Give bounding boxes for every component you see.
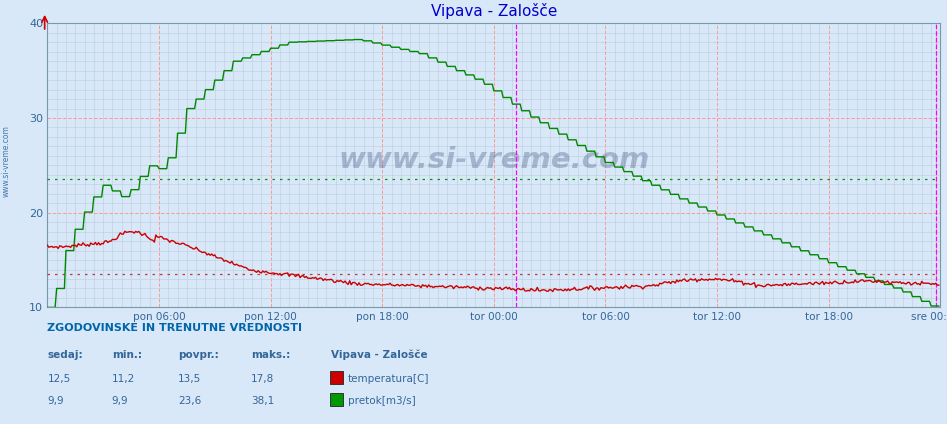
Text: 38,1: 38,1 — [251, 396, 275, 406]
Text: www.si-vreme.com: www.si-vreme.com — [338, 146, 650, 174]
Text: 13,5: 13,5 — [178, 374, 202, 384]
Text: maks.:: maks.: — [251, 350, 290, 360]
Text: pretok[m3/s]: pretok[m3/s] — [348, 396, 416, 406]
Text: temperatura[C]: temperatura[C] — [348, 374, 429, 384]
Text: 9,9: 9,9 — [112, 396, 129, 406]
Text: 12,5: 12,5 — [47, 374, 71, 384]
Text: 23,6: 23,6 — [178, 396, 202, 406]
Text: 17,8: 17,8 — [251, 374, 275, 384]
Text: 9,9: 9,9 — [47, 396, 64, 406]
Text: povpr.:: povpr.: — [178, 350, 219, 360]
Text: Vipava - Zalošče: Vipava - Zalošče — [331, 350, 428, 360]
Text: min.:: min.: — [112, 350, 142, 360]
Title: Vipava - Zalošče: Vipava - Zalošče — [431, 3, 557, 20]
Text: www.si-vreme.com: www.si-vreme.com — [2, 125, 11, 197]
Text: sedaj:: sedaj: — [47, 350, 83, 360]
Text: ZGODOVINSKE IN TRENUTNE VREDNOSTI: ZGODOVINSKE IN TRENUTNE VREDNOSTI — [47, 323, 302, 333]
Text: 11,2: 11,2 — [112, 374, 135, 384]
